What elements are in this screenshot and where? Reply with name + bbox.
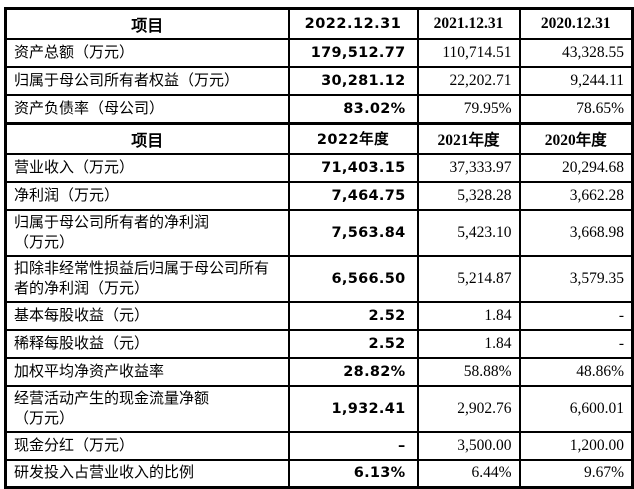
table-row-diluted-eps: 稀释每股收益（元） 2.52 1.84 - xyxy=(4,328,634,359)
value-2022: 28.82% xyxy=(287,356,419,387)
table-row-debt-ratio: 资产负债率（母公司） 83.02% 79.95% 78.65% xyxy=(4,94,634,124)
row-label: 扣除非经常性损益后归属于母公司所有 者的净利润（万元） xyxy=(4,254,290,303)
value-2020: 1,200.00 xyxy=(518,430,634,461)
value-2021: 1.84 xyxy=(416,300,521,331)
table-row-parent-net-profit: 归属于母公司所有者的净利润 （万元） 7,563.84 5,423.10 3,6… xyxy=(4,208,634,257)
value-2021: 22,202.71 xyxy=(416,66,521,96)
header-fy2021: 2021年度 xyxy=(416,121,521,155)
table-row-cash-dividend: 现金分红（万元） – 3,500.00 1,200.00 xyxy=(4,430,634,461)
row-label: 基本每股收益（元） xyxy=(4,300,290,331)
value-2022: 71,403.15 xyxy=(287,152,419,183)
value-2022: 1,932.41 xyxy=(287,384,419,433)
value-2020: 9,244.11 xyxy=(518,66,634,96)
value-2021: 79.95% xyxy=(416,94,521,124)
value-2021: 2,902.76 xyxy=(416,384,521,433)
row-label: 净利润（万元） xyxy=(4,180,290,211)
table-row-weighted-roe: 加权平均净资产收益率 28.82% 58.88% 48.86% xyxy=(4,356,634,387)
table-row-parent-equity: 归属于母公司所有者权益（万元） 30,281.12 22,202.71 9,24… xyxy=(4,66,634,96)
value-2020: 6,600.01 xyxy=(518,384,634,433)
value-2021: 3,500.00 xyxy=(416,430,521,461)
value-2022: 6.13% xyxy=(287,458,419,489)
header-2020-12-31: 2020.12.31 xyxy=(518,7,634,40)
value-2022: 83.02% xyxy=(287,94,419,124)
table-row-revenue: 营业收入（万元） 71,403.15 37,333.97 20,294.68 xyxy=(4,152,634,183)
value-2020: 3,668.98 xyxy=(518,208,634,257)
value-2022: 7,563.84 xyxy=(287,208,419,257)
value-2020: 20,294.68 xyxy=(518,152,634,183)
row-label: 归属于母公司所有者权益（万元） xyxy=(4,66,290,96)
value-2022: 30,281.12 xyxy=(287,66,419,96)
value-2020: 78.65% xyxy=(518,94,634,124)
balance-table-header: 项目 2022.12.31 2021.12.31 2020.12.31 xyxy=(4,7,634,40)
header-fy2020: 2020年度 xyxy=(518,121,634,155)
value-2021: 6.44% xyxy=(416,458,521,489)
value-2020: - xyxy=(518,300,634,331)
value-2020: 9.67% xyxy=(518,458,634,489)
row-label: 资产总额（万元） xyxy=(4,38,290,68)
row-label: 加权平均净资产收益率 xyxy=(4,356,290,387)
financial-summary-table: 项目 2022.12.31 2021.12.31 2020.12.31 资产总额… xyxy=(4,7,634,489)
header-fy2022: 2022年度 xyxy=(287,121,419,155)
value-2020: - xyxy=(518,328,634,359)
table-row-rd-ratio: 研发投入占营业收入的比例 6.13% 6.44% 9.67% xyxy=(4,458,634,489)
value-2021: 58.88% xyxy=(416,356,521,387)
table-row-operating-cash-flow: 经营活动产生的现金流量净额 （万元） 1,932.41 2,902.76 6,6… xyxy=(4,384,634,433)
value-2021: 5,328.28 xyxy=(416,180,521,211)
row-label: 研发投入占营业收入的比例 xyxy=(4,458,290,489)
header-item: 项目 xyxy=(4,7,290,40)
value-2022: 179,512.77 xyxy=(287,38,419,68)
table-row-net-profit: 净利润（万元） 7,464.75 5,328.28 3,662.28 xyxy=(4,180,634,211)
value-2021: 5,423.10 xyxy=(416,208,521,257)
value-2021: 1.84 xyxy=(416,328,521,359)
income-table-header: 项目 2022年度 2021年度 2020年度 xyxy=(4,121,634,155)
value-2022: 6,566.50 xyxy=(287,254,419,303)
row-label: 经营活动产生的现金流量净额 （万元） xyxy=(4,384,290,433)
row-label: 营业收入（万元） xyxy=(4,152,290,183)
value-2022: 2.52 xyxy=(287,328,419,359)
value-2020: 3,662.28 xyxy=(518,180,634,211)
table-row-basic-eps: 基本每股收益（元） 2.52 1.84 - xyxy=(4,300,634,331)
row-label: 资产负债率（母公司） xyxy=(4,94,290,124)
header-2021-12-31: 2021.12.31 xyxy=(416,7,521,40)
value-2022: 2.52 xyxy=(287,300,419,331)
value-2021: 110,714.51 xyxy=(416,38,521,68)
row-label: 现金分红（万元） xyxy=(4,430,290,461)
row-label: 稀释每股收益（元） xyxy=(4,328,290,359)
row-label: 归属于母公司所有者的净利润 （万元） xyxy=(4,208,290,257)
header-item: 项目 xyxy=(4,121,290,155)
table-row-total-assets: 资产总额（万元） 179,512.77 110,714.51 43,328.55 xyxy=(4,38,634,68)
header-2022-12-31: 2022.12.31 xyxy=(287,7,419,40)
value-2020: 43,328.55 xyxy=(518,38,634,68)
value-2020: 3,579.35 xyxy=(518,254,634,303)
value-2020: 48.86% xyxy=(518,356,634,387)
value-2022: – xyxy=(287,430,419,461)
value-2022: 7,464.75 xyxy=(287,180,419,211)
table-row-deducted-net-profit: 扣除非经常性损益后归属于母公司所有 者的净利润（万元） 6,566.50 5,2… xyxy=(4,254,634,303)
value-2021: 5,214.87 xyxy=(416,254,521,303)
value-2021: 37,333.97 xyxy=(416,152,521,183)
